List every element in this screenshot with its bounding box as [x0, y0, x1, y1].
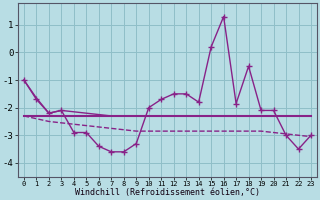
X-axis label: Windchill (Refroidissement éolien,°C): Windchill (Refroidissement éolien,°C) [75, 188, 260, 197]
